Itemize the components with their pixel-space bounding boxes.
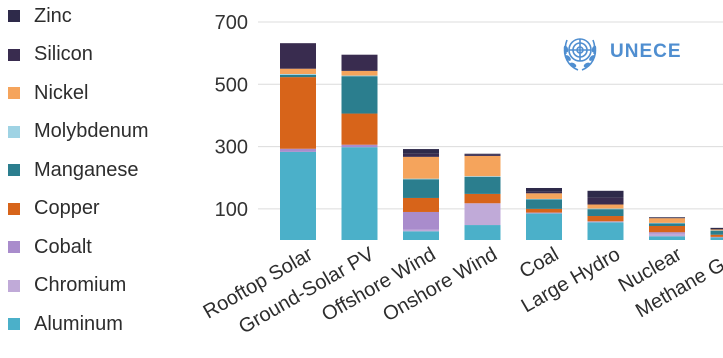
bar-segment-nickel — [341, 70, 378, 76]
legend-swatch — [8, 10, 20, 22]
bar-segment-manganese — [464, 176, 501, 194]
legend-swatch — [8, 202, 20, 215]
bar-segment-molybdenum — [526, 198, 562, 200]
bar-segment-copper — [464, 193, 501, 204]
legend-label: Copper — [34, 197, 100, 219]
legend-item-aluminum: Aluminum — [8, 312, 123, 336]
bar-segment-nickel — [526, 193, 562, 199]
legend-label: Molybdenum — [34, 120, 149, 142]
bar-segment-silicon — [341, 54, 378, 71]
bar-segment-copper — [526, 208, 562, 213]
bar-segment-chromium — [403, 229, 439, 232]
bar-segment-manganese — [280, 74, 316, 78]
bar-segment-zinc — [403, 149, 439, 154]
bar-segment-chromium — [710, 236, 723, 238]
bar-segment-nickel — [464, 155, 501, 177]
legend-label: Silicon — [34, 43, 93, 65]
bar-segment-copper — [587, 216, 624, 222]
legend-label: Zinc — [34, 4, 72, 27]
bar-segment-chromium — [649, 233, 685, 237]
bar-segment-zinc — [649, 217, 685, 219]
legend-swatch — [8, 164, 20, 176]
bar-segment-zinc — [710, 227, 723, 230]
bar-segment-aluminum — [710, 237, 723, 240]
bar-segment-silicon — [403, 153, 439, 157]
bar-segment-aluminum — [341, 147, 378, 240]
unece-logo-text: UNECE — [610, 41, 682, 62]
legend-swatch — [8, 279, 20, 292]
bar-segment-nickel — [403, 156, 439, 179]
bar-segment-nickel — [587, 204, 624, 209]
y-tick-label: 700 — [215, 12, 248, 34]
bar-segment-aluminum — [403, 231, 439, 240]
bar-segment-manganese — [649, 223, 685, 226]
bar-segment-aluminum — [587, 222, 624, 240]
bar-segment-nickel — [710, 229, 723, 231]
y-tick-label: 500 — [215, 74, 248, 96]
bar-segment-molybdenum — [341, 75, 378, 77]
bar-segment-manganese — [710, 230, 723, 235]
bar-segment-molybdenum — [464, 176, 501, 177]
bar-segment-copper — [341, 113, 378, 145]
bar-segment-cobalt — [280, 148, 316, 152]
bar-segment-aluminum — [649, 236, 685, 240]
bar-segment-aluminum — [526, 213, 562, 240]
y-tick-label: 100 — [215, 199, 248, 221]
bar-segment-silicon — [587, 197, 624, 205]
bar-segment-zinc — [587, 190, 624, 198]
legend-item-zinc: Zinc — [8, 4, 72, 28]
bar-segment-chromium — [526, 212, 562, 214]
bar-segment-molybdenum — [280, 74, 316, 75]
legend-item-cobalt: Cobalt — [8, 235, 92, 259]
legend-item-copper: Copper — [8, 197, 100, 221]
legend-label: Aluminum — [34, 312, 123, 335]
bar-segment-molybdenum — [587, 208, 624, 210]
bar-segment-silicon — [464, 154, 501, 156]
unece-logo: UNECE — [556, 28, 682, 76]
bar-segment-zinc — [526, 187, 562, 192]
bar-segment-aluminum — [280, 151, 316, 240]
bar-segment-silicon — [526, 191, 562, 194]
bar-segment-cobalt — [341, 144, 378, 148]
legend-label: Cobalt — [34, 235, 92, 258]
bar-segment-cobalt — [649, 232, 685, 234]
bar-segment-manganese — [403, 179, 439, 198]
legend-item-nickel: Nickel — [8, 81, 88, 105]
bar-segment-zinc — [464, 153, 501, 155]
bar-segment-nickel — [280, 68, 316, 75]
bar-segment-chromium — [587, 221, 624, 223]
bar-segment-manganese — [587, 209, 624, 217]
bar-segment-manganese — [526, 199, 562, 209]
bar-segment-copper — [710, 234, 723, 237]
bar-segment-aluminum — [464, 225, 501, 240]
bar-segment-silicon — [280, 43, 316, 69]
bar-segment-copper — [403, 197, 439, 212]
legend-item-silicon: Silicon — [8, 43, 93, 67]
legend-swatch — [8, 125, 20, 138]
legend-item-molybdenum: Molybdenum — [8, 120, 149, 144]
legend-swatch — [8, 48, 20, 61]
legend-swatch — [8, 87, 20, 99]
un-emblem-icon — [563, 38, 597, 71]
bar-segment-molybdenum — [403, 178, 439, 180]
bar-segment-copper — [649, 225, 685, 233]
bar-segment-copper — [280, 77, 316, 149]
legend-swatch — [8, 241, 20, 253]
bar-segment-manganese — [341, 76, 378, 114]
bar-segment-cobalt — [403, 211, 439, 230]
bar-segment-chromium — [464, 203, 501, 226]
legend-item-manganese: Manganese — [8, 158, 139, 182]
bar-segment-nickel — [649, 218, 685, 223]
legend-label: Manganese — [34, 158, 139, 181]
y-tick-label: 300 — [215, 137, 248, 159]
bar-segment-molybdenum — [649, 222, 685, 224]
legend-label: Chromium — [34, 274, 127, 296]
legend-item-chromium: Chromium — [8, 274, 126, 298]
legend-label: Nickel — [34, 81, 89, 104]
legend-swatch — [8, 318, 20, 330]
